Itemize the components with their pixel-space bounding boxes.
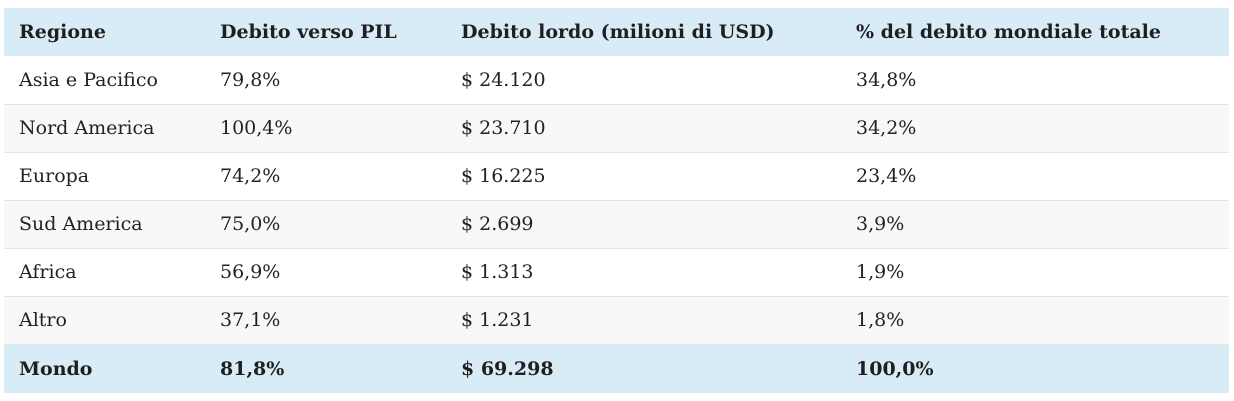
total-cell-world-share: 100,0%: [856, 357, 934, 380]
header-cell-debt-to-gdp: Debito verso PIL: [220, 21, 397, 43]
header-cell-gross-debt: Debito lordo (milioni di USD): [461, 21, 775, 43]
table-body: Asia e Pacifico 79,8% $ 24.120 34,8% Nor…: [4, 56, 1229, 344]
total-cell-gross-debt: $ 69.298: [461, 357, 554, 380]
debt-table-container: Regione Debito verso PIL Debito lordo (m…: [4, 8, 1229, 393]
debt-table: Regione Debito verso PIL Debito lordo (m…: [4, 8, 1229, 393]
cell-region: Sud America: [19, 213, 143, 235]
table-row: Nord America 100,4% $ 23.710 34,2%: [4, 104, 1229, 152]
table-row: Asia e Pacifico 79,8% $ 24.120 34,8%: [4, 56, 1229, 104]
table-row: Africa 56,9% $ 1.313 1,9%: [4, 248, 1229, 296]
cell-world-share: 1,8%: [856, 309, 905, 331]
cell-debt-to-gdp: 74,2%: [220, 165, 281, 187]
cell-debt-to-gdp: 79,8%: [220, 68, 281, 91]
cell-region: Asia e Pacifico: [19, 68, 158, 91]
header-cell-region: Regione: [19, 21, 106, 43]
cell-world-share: 23,4%: [856, 165, 917, 187]
cell-debt-to-gdp: 100,4%: [220, 117, 293, 139]
cell-debt-to-gdp: 75,0%: [220, 213, 281, 235]
table-footer: Mondo 81,8% $ 69.298 100,0%: [4, 344, 1229, 393]
cell-region: Altro: [19, 309, 67, 331]
table-row: Europa 74,2% $ 16.225 23,4%: [4, 152, 1229, 200]
header-row: Regione Debito verso PIL Debito lordo (m…: [4, 8, 1229, 56]
cell-region: Europa: [19, 165, 90, 187]
table-row: Altro 37,1% $ 1.231 1,8%: [4, 296, 1229, 344]
cell-gross-debt: $ 1.231: [461, 309, 534, 331]
cell-gross-debt: $ 23.710: [461, 117, 546, 139]
cell-gross-debt: $ 2.699: [461, 213, 534, 235]
cell-world-share: 1,9%: [856, 261, 905, 283]
total-row: Mondo 81,8% $ 69.298 100,0%: [4, 344, 1229, 393]
cell-debt-to-gdp: 56,9%: [220, 261, 281, 283]
cell-world-share: 34,2%: [856, 117, 917, 139]
total-cell-region: Mondo: [19, 357, 93, 380]
table-header: Regione Debito verso PIL Debito lordo (m…: [4, 8, 1229, 56]
cell-gross-debt: $ 24.120: [461, 68, 546, 91]
header-cell-world-share: % del debito mondiale totale: [856, 21, 1161, 43]
cell-world-share: 3,9%: [856, 213, 905, 235]
cell-region: Nord America: [19, 117, 155, 139]
table-row: Sud America 75,0% $ 2.699 3,9%: [4, 200, 1229, 248]
cell-region: Africa: [19, 261, 77, 283]
cell-debt-to-gdp: 37,1%: [220, 309, 281, 331]
total-cell-debt-to-gdp: 81,8%: [220, 357, 285, 380]
cell-world-share: 34,8%: [856, 68, 917, 91]
cell-gross-debt: $ 16.225: [461, 165, 546, 187]
cell-gross-debt: $ 1.313: [461, 261, 534, 283]
